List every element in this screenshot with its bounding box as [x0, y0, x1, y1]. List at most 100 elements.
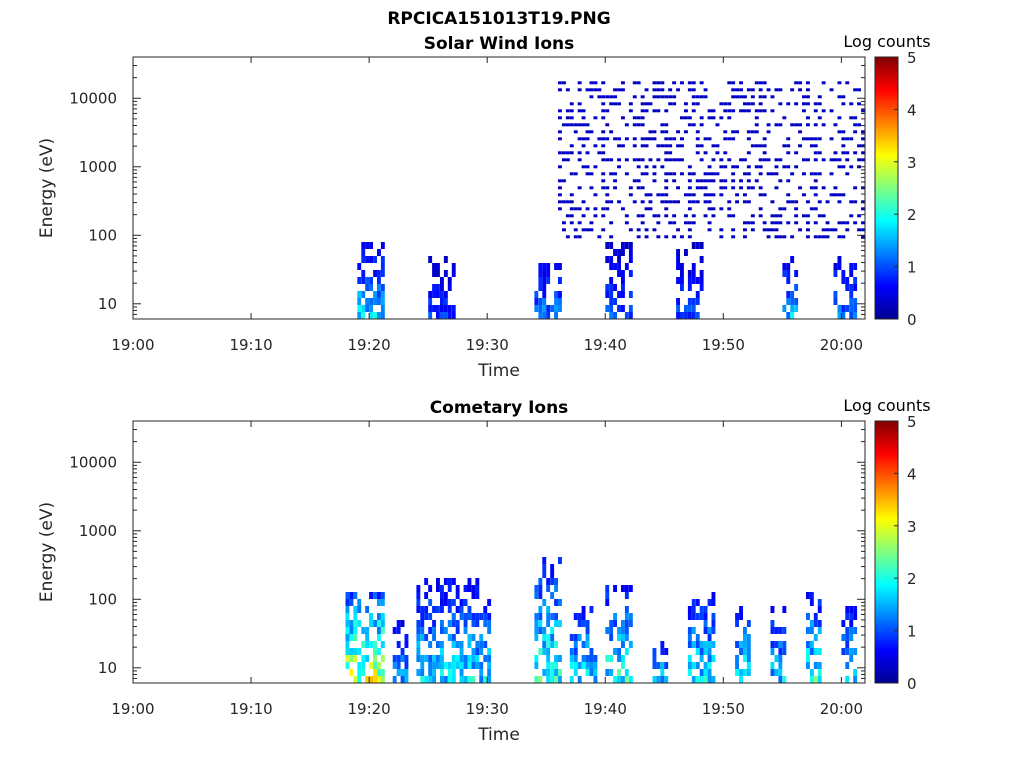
x-tick-label: 19:40 — [584, 336, 627, 354]
heatmap-cell — [754, 81, 759, 85]
heatmap-cell — [786, 165, 791, 169]
heatmap-cell — [483, 620, 488, 627]
heatmap-cell — [589, 648, 594, 655]
heatmap-cell — [538, 606, 543, 613]
heatmap-cell — [691, 599, 696, 606]
heatmap-cell — [542, 641, 547, 648]
heatmap-cell — [813, 102, 818, 106]
heatmap-cell — [601, 109, 606, 113]
heatmap-cell — [542, 270, 547, 277]
heatmap-cell — [746, 102, 751, 106]
heatmap-cell — [727, 102, 732, 106]
heatmap-cell — [750, 144, 755, 148]
heatmap-cell — [455, 641, 460, 648]
heatmap-cell — [624, 669, 629, 676]
heatmap-cell — [424, 655, 429, 662]
heatmap-cell — [817, 235, 822, 239]
heatmap-cell — [845, 228, 850, 232]
heatmap-cell — [447, 676, 452, 683]
heatmap-cell — [380, 627, 385, 634]
heatmap-cell — [782, 648, 787, 655]
colorbar-frame-cometary — [874, 420, 899, 684]
heatmap-cell — [569, 144, 574, 148]
heatmap-cell — [380, 312, 385, 319]
heatmap-cell — [817, 676, 822, 683]
heatmap-cell — [739, 669, 743, 676]
heatmap-cell — [487, 613, 492, 620]
heatmap-cell — [853, 88, 858, 92]
heatmap-cell — [558, 186, 562, 190]
heatmap-cell — [617, 256, 621, 263]
heatmap-cell — [373, 648, 377, 655]
heatmap-cell — [554, 641, 558, 648]
heatmap-cell — [644, 109, 649, 113]
heatmap-cell — [809, 627, 814, 634]
heatmap-cell — [609, 291, 614, 298]
heatmap-cell — [676, 298, 680, 305]
heatmap-cell — [715, 151, 720, 155]
heatmap-cell — [617, 655, 621, 662]
heatmap-cell — [794, 165, 799, 169]
heatmap-cell — [365, 627, 370, 634]
heatmap-cell — [617, 634, 621, 641]
heatmap-cell — [817, 669, 822, 676]
heatmap-cell — [668, 158, 673, 162]
heatmap-cell — [396, 620, 401, 627]
heatmap-cell — [440, 620, 444, 627]
heatmap-cell — [790, 123, 795, 127]
heatmap-cell — [365, 641, 370, 648]
heatmap-cells-cometary — [345, 557, 858, 683]
heatmap-cell — [558, 207, 562, 211]
heatmap-cell — [794, 123, 799, 127]
figure-title: RPCICA151013T19.PNG — [387, 9, 610, 29]
colorbar-tick-label: 4 — [907, 101, 917, 119]
heatmap-cell — [636, 214, 641, 218]
heatmap-cell — [739, 109, 743, 113]
heatmap-cell — [841, 277, 846, 284]
heatmap-cell — [613, 102, 617, 106]
heatmap-cell — [743, 193, 747, 197]
heatmap-cell — [628, 291, 633, 298]
heatmap-cell — [727, 81, 732, 85]
heatmap-cell — [711, 214, 716, 218]
heatmap-cell — [416, 669, 421, 676]
heatmap-cell — [845, 676, 850, 683]
heatmap-cell — [400, 620, 405, 627]
heatmap-cell — [719, 207, 724, 211]
heatmap-cell — [404, 676, 409, 683]
heatmap-cell — [428, 662, 433, 669]
heatmap-cell — [684, 102, 688, 106]
heatmap-cell — [687, 669, 692, 676]
heatmap-cell — [577, 620, 582, 627]
heatmap-cell — [845, 221, 850, 225]
x-tick-label: 20:00 — [820, 336, 863, 354]
heatmap-cell — [727, 116, 732, 120]
heatmap-cell — [782, 606, 787, 613]
heatmap-cell — [542, 648, 547, 655]
heatmap-cell — [428, 291, 433, 298]
colorbar-label-cometary: Log counts — [843, 396, 930, 415]
heatmap-cell — [672, 235, 677, 239]
heatmap-cell — [396, 655, 401, 662]
heatmap-cell — [695, 312, 700, 319]
x-tick-label: 19:00 — [111, 336, 154, 354]
heatmap-cell — [538, 592, 543, 599]
heatmap-cell — [817, 648, 822, 655]
heatmap-cell — [695, 298, 700, 305]
heatmap-cell — [703, 200, 708, 204]
heatmap-cell — [373, 641, 377, 648]
heatmap-cell — [739, 613, 743, 620]
heatmap-cell — [361, 249, 366, 256]
heatmap-cell — [487, 669, 492, 676]
heatmap-cell — [687, 179, 692, 183]
heatmap-cell — [707, 172, 712, 176]
heatmap-cell — [463, 676, 468, 683]
x-axis-label-solar-wind: Time — [477, 361, 520, 381]
x-tick-label: 19:10 — [229, 336, 272, 354]
heatmap-cell — [782, 676, 787, 683]
heatmap-cell — [687, 165, 692, 169]
heatmap-cell — [656, 88, 661, 92]
heatmap-cell — [479, 641, 484, 648]
heatmap-cell — [794, 200, 799, 204]
